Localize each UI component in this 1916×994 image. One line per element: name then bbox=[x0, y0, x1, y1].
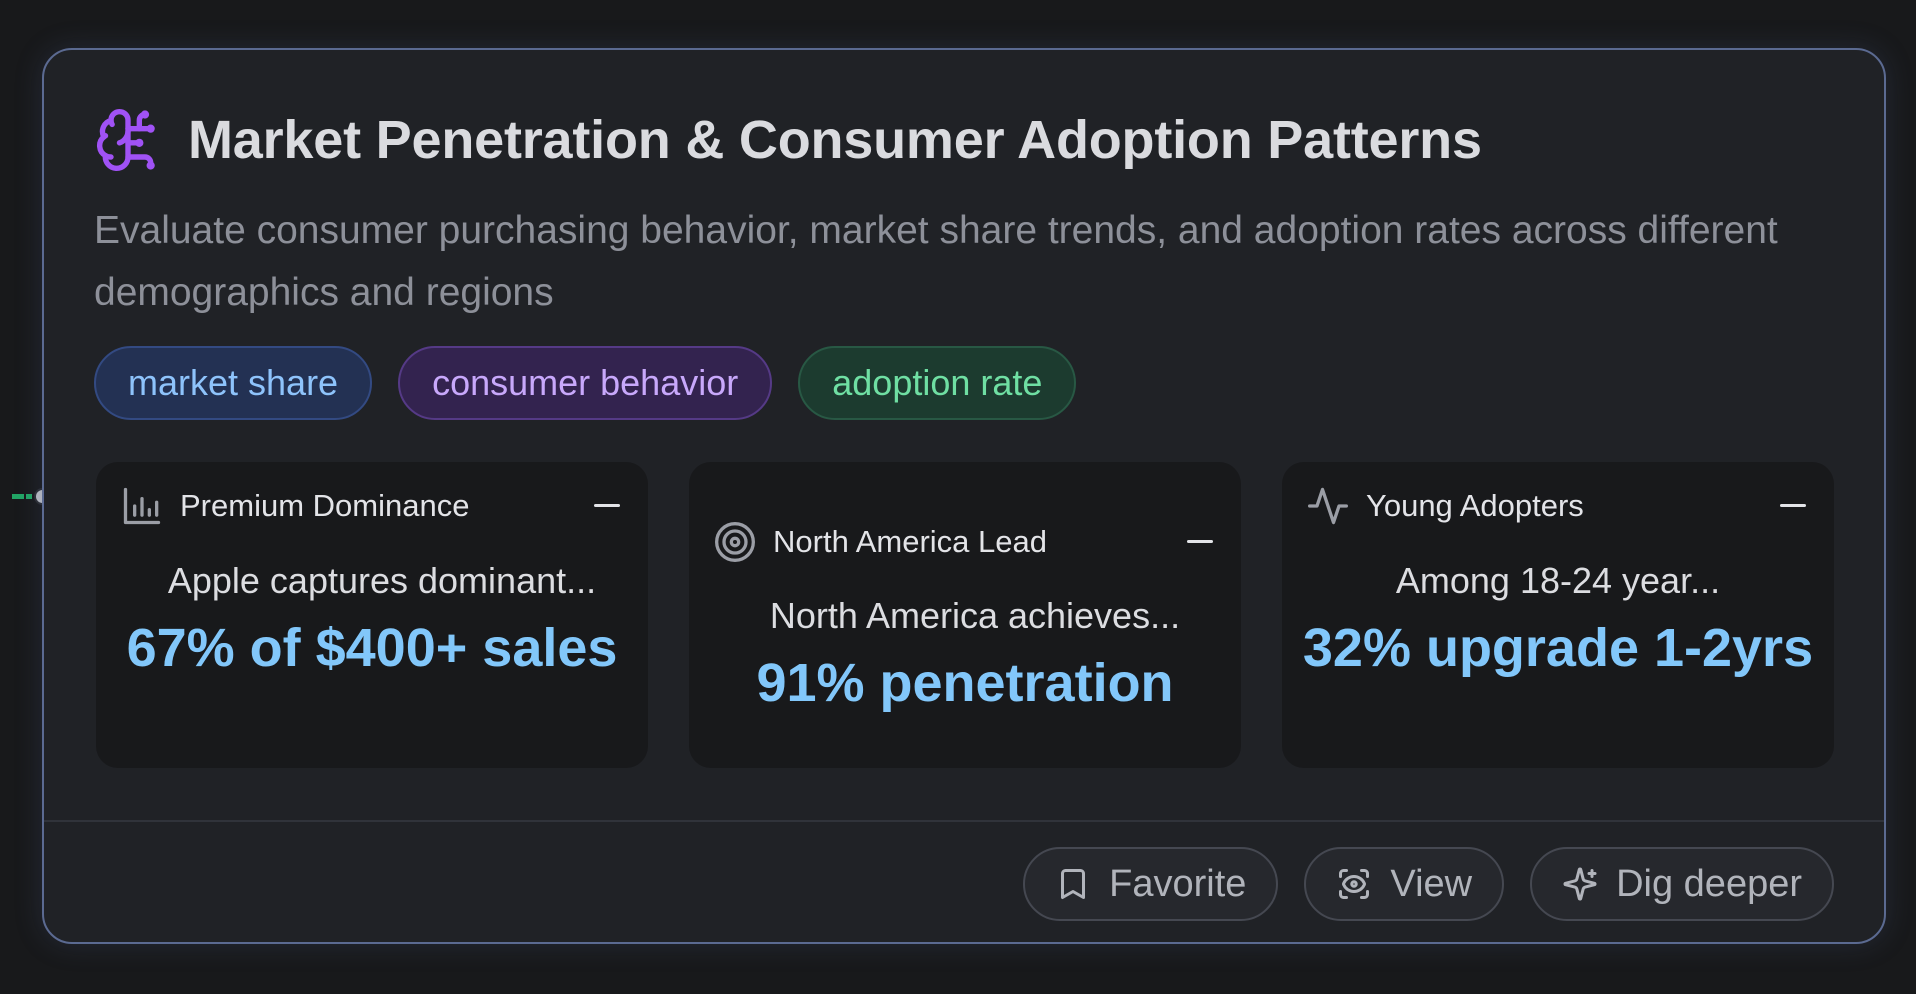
card-header: Market Penetration & Consumer Adoption P… bbox=[94, 106, 1482, 174]
tag-adoption-rate[interactable]: adoption rate bbox=[798, 346, 1077, 420]
stat-subtitle: North America achieves... bbox=[769, 595, 1181, 636]
collapse-button[interactable] bbox=[1780, 493, 1806, 519]
stat-header: Premium Dominance bbox=[120, 484, 624, 528]
stat-header: Young Adopters bbox=[1306, 484, 1810, 528]
stat-label: Young Adopters bbox=[1366, 488, 1584, 523]
stat-label: North America Lead bbox=[773, 524, 1047, 559]
favorite-button[interactable]: Favorite bbox=[1023, 847, 1279, 921]
stat-card-premium-dominance: Premium Dominance Apple captures dominan… bbox=[96, 462, 648, 768]
bar-chart-icon bbox=[123, 487, 161, 525]
stat-value: 67% of $400+ sales bbox=[126, 618, 618, 678]
dig-deeper-button[interactable]: Dig deeper bbox=[1530, 847, 1834, 921]
stat-header: North America Lead bbox=[713, 520, 1217, 564]
stat-label: Premium Dominance bbox=[180, 488, 470, 523]
dig-deeper-label: Dig deeper bbox=[1616, 862, 1802, 905]
stat-card-north-america-lead: North America Lead North America achieve… bbox=[689, 462, 1241, 768]
activity-icon bbox=[1308, 487, 1348, 525]
card-actions: Favorite View Dig dee bbox=[1023, 847, 1834, 921]
stat-card-young-adopters: Young Adopters Among 18-24 year... 32% u… bbox=[1282, 462, 1834, 768]
footer-divider bbox=[44, 820, 1884, 822]
card-description: Evaluate consumer purchasing behavior, m… bbox=[94, 209, 1778, 314]
tag-market-share[interactable]: market share bbox=[94, 346, 373, 420]
stat-subtitle: Apple captures dominant... bbox=[167, 560, 597, 601]
bookmark-icon bbox=[1061, 869, 1086, 899]
favorite-label: Favorite bbox=[1109, 862, 1247, 905]
card-title: Market Penetration & Consumer Adoption P… bbox=[188, 110, 1482, 170]
collapse-button[interactable] bbox=[594, 493, 620, 519]
tag-list: market share consumer behavior adoption … bbox=[94, 346, 1077, 420]
connector-wire bbox=[12, 494, 32, 499]
view-button[interactable]: View bbox=[1304, 847, 1505, 921]
stat-subtitle: Among 18-24 year... bbox=[1395, 560, 1721, 601]
view-label: View bbox=[1390, 862, 1473, 905]
tag-consumer-behavior[interactable]: consumer behavior bbox=[398, 346, 773, 420]
target-icon bbox=[715, 522, 755, 562]
brain-icon bbox=[97, 108, 155, 171]
node-connector[interactable] bbox=[12, 488, 51, 505]
eye-icon bbox=[1339, 869, 1370, 899]
sparkles-icon bbox=[1563, 867, 1597, 901]
stat-value: 91% penetration bbox=[756, 653, 1174, 713]
stat-value: 32% upgrade 1-2yrs bbox=[1302, 618, 1814, 678]
insight-card: Market Penetration & Consumer Adoption P… bbox=[42, 48, 1886, 944]
collapse-button[interactable] bbox=[1187, 529, 1213, 555]
